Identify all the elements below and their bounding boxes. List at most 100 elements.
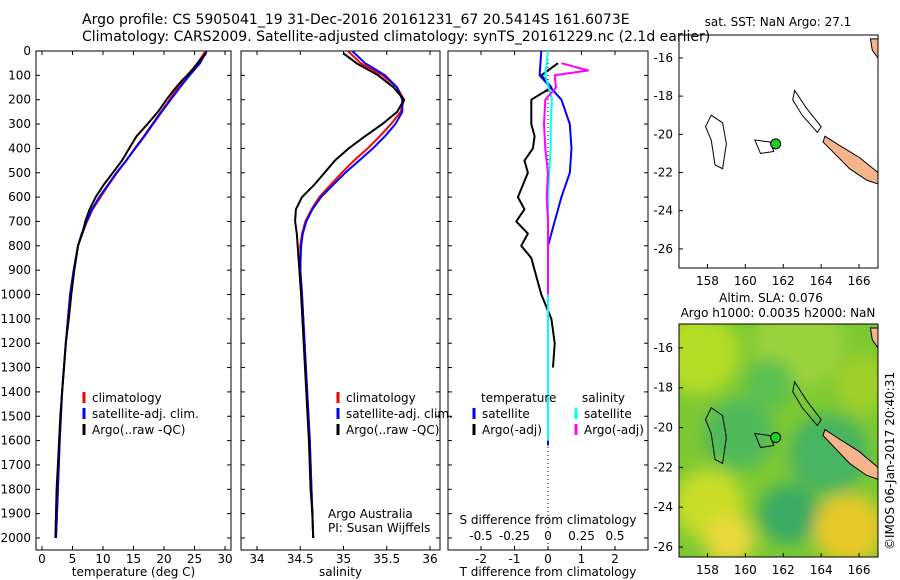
x-tick-label: 15 <box>126 552 141 566</box>
legend-label: satellite <box>482 407 530 421</box>
legend-label: Argo(-adj) <box>584 423 644 437</box>
series-t-argo-adj-line <box>515 62 559 368</box>
sst-map-title: sat. SST: NaN Argo: 27.1 <box>705 15 852 29</box>
legend-salinity: climatology satellite-adj. clim. Argo(..ra… <box>336 391 453 437</box>
sla-patch <box>679 324 739 394</box>
y-tick-label: 800 <box>8 239 31 253</box>
map-y-tick-label: -22 <box>653 166 673 180</box>
x-tick-label: 2 <box>611 552 619 566</box>
vanuatu-island <box>869 38 878 59</box>
sla-map-title-line2: Argo h1000: 0.0035 h2000: NaN <box>681 306 876 320</box>
x-tick-label: -1 <box>509 552 521 566</box>
panel-frame <box>35 50 232 551</box>
series-s-argo-adj <box>543 62 590 295</box>
x-tick-label: 35.5 <box>373 552 400 566</box>
x-tick-label: 0 <box>544 552 552 566</box>
reef-outline <box>754 432 775 449</box>
sla-patch <box>836 356 878 412</box>
legend-header-temperature: temperature <box>481 391 556 405</box>
map-x-tick-label: 166 <box>848 563 871 577</box>
figure-title-line2: Climatology: CARS2009. Satellite-adjuste… <box>82 29 711 45</box>
x-tick-label: 20 <box>156 552 171 566</box>
x-axis-label: temperature (deg C) <box>72 565 195 579</box>
series-s-argo-adj-line <box>543 62 590 295</box>
x-tick-label: 34.5 <box>287 552 314 566</box>
figure-title-line1: Argo profile: CS 5905041_19 31-Dec-2016 … <box>82 12 630 28</box>
legend-label: satellite-adj. clim. <box>346 407 453 421</box>
series-satellite-adj-line <box>55 51 208 539</box>
legend-label: satellite-adj. clim. <box>92 407 199 421</box>
y-tick-label: 1100 <box>0 312 31 326</box>
new-caledonia-island <box>822 135 878 185</box>
x-axis-label: salinity <box>319 565 362 579</box>
northern-reef <box>792 89 822 134</box>
annotation-institution: Argo Australia <box>328 507 413 521</box>
y-tick-label: 300 <box>8 117 31 131</box>
y-tick-label: 200 <box>8 93 31 107</box>
x-tick-label: 34 <box>249 552 264 566</box>
sla-patch <box>789 414 869 494</box>
series-climatology <box>55 51 207 539</box>
map-x-tick-label: 162 <box>772 563 795 577</box>
legend-label: climatology <box>92 391 162 405</box>
chesterfield-reef <box>704 406 727 465</box>
series-climatology-line <box>55 51 207 539</box>
map-x-tick-label: 162 <box>772 274 795 288</box>
y-tick-label: 1000 <box>0 288 31 302</box>
map-x-tick-label: 158 <box>696 563 719 577</box>
x-tick-label: 36 <box>422 552 437 566</box>
x-tick-label: 30 <box>217 552 232 566</box>
map-y-tick-label: -24 <box>653 204 673 218</box>
argo-position-marker <box>770 432 782 444</box>
top-tick-label: 0.5 <box>605 529 624 543</box>
series-satellite-adj-line <box>299 51 404 539</box>
map-y-tick-label: -26 <box>653 540 673 554</box>
x-tick-label: 5 <box>69 552 77 566</box>
map-x-tick-label: 166 <box>848 274 871 288</box>
map-y-tick-label: -18 <box>653 89 673 103</box>
map-y-tick-label: -24 <box>653 500 673 514</box>
y-tick-label: 1800 <box>0 482 31 496</box>
panel-frame <box>240 50 441 551</box>
y-tick-label: 700 <box>8 214 31 228</box>
profile-panel-2: 34 34.5 35 35.5 36 salinity <box>240 50 441 579</box>
map-x-tick-label: 164 <box>810 274 833 288</box>
y-tick-label: 1200 <box>0 336 31 350</box>
new-caledonia-island <box>822 428 878 480</box>
profile-panel-1: 0100200300400500600700800900100011001200… <box>0 44 232 579</box>
sla-field <box>679 324 878 557</box>
y-tick-label: 900 <box>8 263 31 277</box>
map-y-tick-label: -22 <box>653 460 673 474</box>
sla-patch <box>744 359 794 409</box>
series-climatology-line <box>299 51 406 539</box>
x-tick-label: 10 <box>95 552 110 566</box>
northern-reef <box>792 380 822 427</box>
series-t-argo-adj <box>515 62 559 368</box>
map-x-tick-label: 164 <box>810 563 833 577</box>
y-tick-label: 0 <box>23 44 31 58</box>
y-tick-label: 1500 <box>0 409 31 423</box>
series-argo-line <box>294 52 406 539</box>
legend-label: Argo(..raw -QC) <box>346 423 439 437</box>
vanuatu-island <box>869 327 878 349</box>
sla-map-title-line1: Altim. SLA: 0.076 <box>719 291 823 305</box>
argo-position-marker <box>770 138 782 150</box>
series-satellite-adj <box>299 51 404 539</box>
map-frame <box>678 323 879 558</box>
legend-temperature: climatology satellite-adj. clim. Argo(..ra… <box>82 391 199 437</box>
legend-label: Argo(-adj) <box>482 423 542 437</box>
map-y-tick-label: -18 <box>653 381 673 395</box>
y-tick-label: 100 <box>8 68 31 82</box>
series-satellite-adj <box>55 51 208 539</box>
y-tick-label: 400 <box>8 141 31 155</box>
x-axis-label: T difference from climatology <box>459 565 637 579</box>
map-y-tick-label: -20 <box>653 127 673 141</box>
copyright-note: ©IMOS 06-Jan-2017 20:40:31 <box>883 371 897 550</box>
map-y-tick-label: -20 <box>653 421 673 435</box>
map-x-tick-label: 160 <box>734 274 757 288</box>
sst-map-content <box>704 38 878 185</box>
legend-t-diff: satellite Argo(-adj) <box>472 407 542 437</box>
y-tick-label: 600 <box>8 190 31 204</box>
chesterfield-reef <box>704 114 727 170</box>
legend-label: Argo(..raw -QC) <box>92 423 185 437</box>
